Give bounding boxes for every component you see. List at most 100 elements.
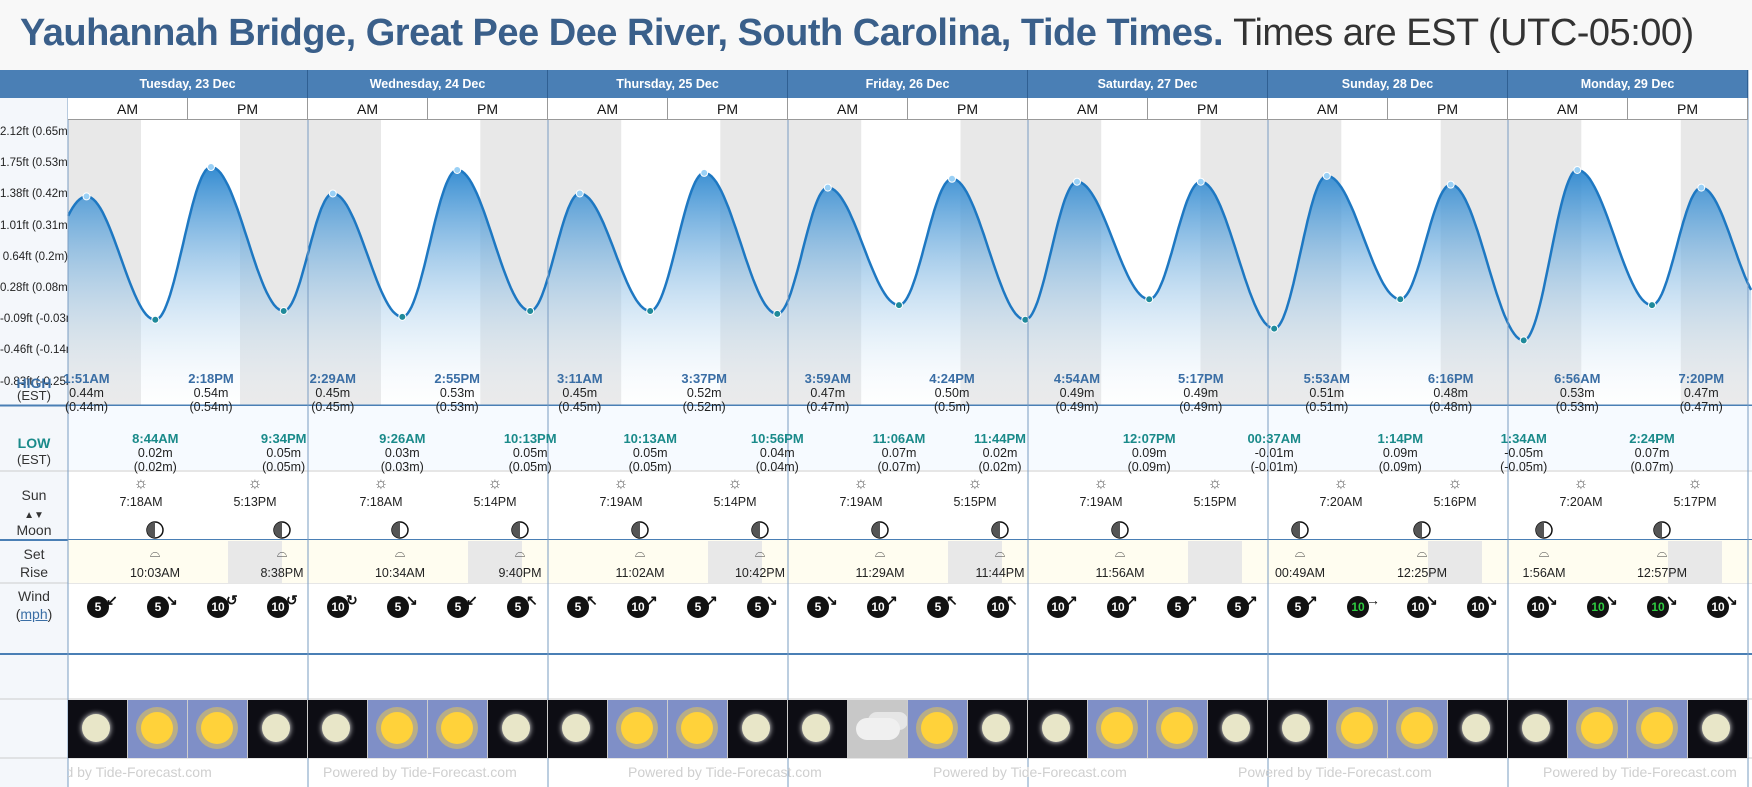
high-tide-point (1573, 165, 1582, 174)
pm-label: PM (428, 98, 548, 120)
low-tide-point (1145, 295, 1154, 304)
wind-direction-icon: ↗ (1126, 592, 1138, 608)
low-time: 2:24PM (1629, 431, 1675, 446)
pm-label: PM (1148, 98, 1268, 120)
high-height: (0.54m) (189, 400, 233, 414)
low-height: (0.04m) (755, 460, 799, 474)
wind-unit-link[interactable]: mph (20, 606, 48, 622)
axis-tick-label: 1.01ft (0.31m) (0, 219, 68, 232)
moon-shade (1654, 522, 1662, 538)
low-tide-entry: 10:13PM 0.05m (0.05m) (490, 432, 570, 475)
high-time: 3:37PM (681, 371, 727, 386)
wind-row-label: Wind (18, 588, 50, 604)
wind-speed-badge: 5 (747, 596, 769, 618)
moon-phase-glyph (1291, 521, 1309, 539)
moon-phase-icon (1650, 520, 1674, 540)
low-tide-point (1021, 315, 1030, 324)
wind-direction-icon: ↙ (466, 592, 478, 608)
high-tide-entry: 1:51AM 0.44m (0.44m) (49, 372, 125, 415)
footer-text: Powered by Tide-Forecast.com (68, 764, 212, 780)
high-height: (0.52m) (682, 400, 726, 414)
am-label: AM (1028, 98, 1148, 120)
day-header: Friday, 26 Dec (788, 70, 1028, 98)
sunset-time: 5:17PM (1673, 495, 1717, 509)
day-header: Monday, 29 Dec (1508, 70, 1748, 98)
wind-speed-badge: 5 (387, 596, 409, 618)
high-tide-point (948, 174, 956, 183)
weather-night-cell (488, 700, 548, 758)
moon-shade (992, 522, 1000, 538)
tide-grid: 2.12ft (0.65m) 1.75ft (0.53m) 1.38ft (0.42… (0, 70, 1752, 787)
moon-icon (802, 714, 830, 742)
moon-phase-glyph (391, 521, 409, 539)
high-height: 0.48m (1433, 386, 1469, 400)
high-height: 0.45m (315, 386, 351, 400)
sunset-cell-bg (708, 541, 762, 583)
axis-tick-label: -0.83ft (-0.25m) (0, 375, 68, 388)
high-height: (0.5m) (933, 400, 971, 414)
moon-shade (392, 522, 400, 538)
weather-sunny-cell (1388, 700, 1448, 758)
low-height: 0.09m (1382, 446, 1418, 460)
footer-text: Powered by Tide-Forecast.com (323, 764, 517, 780)
sunrise-time: 7:19AM (839, 495, 883, 509)
sun-icon (621, 712, 653, 744)
weather-night-cell (1688, 700, 1748, 758)
high-height: (0.44m) (64, 400, 109, 414)
moon-icon (1222, 714, 1250, 742)
high-tide-entry: 3:11AM 0.45m (0.45m) (542, 371, 618, 415)
wind-speed-badge: 5 (147, 596, 169, 618)
moon-time: 11:44PM (975, 566, 1025, 580)
high-height: 0.53m (439, 386, 475, 400)
low-tide-entry: 10:56PM 0.04m (0.04m) (737, 432, 817, 475)
high-time: 5:53AM (1303, 371, 1350, 386)
weather-sunny-cell (368, 700, 428, 758)
low-row-label: LOW (17, 435, 51, 451)
high-height: 0.45m (562, 386, 598, 400)
high-height: 0.47m (1683, 386, 1719, 400)
wind-direction-icon: ↗ (1186, 592, 1198, 608)
high-time: 3:11AM (557, 371, 603, 386)
high-tide-entry: 6:56AM 0.53m (0.53m) (1539, 372, 1615, 415)
sunrise-icon: ☼ (133, 475, 149, 492)
paren-close: ) (47, 606, 53, 622)
sunset-cell-bg (948, 541, 1002, 583)
moon-icon (982, 714, 1010, 742)
weather-night-cell (1268, 700, 1328, 758)
timezone-label: Times are EST (UTC-05:00) (1233, 12, 1694, 54)
high-tide-point (700, 168, 709, 177)
wind-direction-icon: ↖ (1006, 592, 1018, 608)
high-time: 2:55PM (434, 371, 480, 386)
sunset-icon: ☼ (487, 475, 503, 492)
wind-direction-icon: ↙ (106, 592, 118, 608)
pm-label: PM (668, 98, 788, 120)
sunrise-time: 7:20AM (1559, 495, 1603, 509)
sun-icon (441, 712, 473, 744)
moon-icon (322, 714, 350, 742)
sun-icon (141, 712, 173, 744)
sun-toggle-icon[interactable]: ▲▼ (24, 510, 44, 521)
wind-speed-badge: 5 (687, 596, 709, 618)
high-height: (0.47m) (1679, 400, 1723, 414)
high-height: 0.49m (1059, 386, 1095, 400)
moon-icon (1702, 714, 1730, 742)
weather-night-cell (1208, 700, 1268, 758)
wind-speed-badge: 10 (1107, 596, 1129, 618)
axis-tick-label: 0.28ft (0.08m) (0, 282, 68, 294)
sunset-icon: ☼ (1687, 475, 1703, 492)
wind-speed-badge: 5 (927, 596, 949, 618)
low-tide-point (895, 301, 903, 310)
wind-speed-badge: 5 (1287, 596, 1309, 618)
moon-phase-glyph (1413, 521, 1431, 539)
day-header: Saturday, 27 Dec (1028, 70, 1268, 98)
am-label: AM (308, 98, 428, 120)
low-time: 11:44PM (973, 431, 1027, 446)
sun-icon (1641, 712, 1673, 744)
low-tide-point (773, 309, 782, 318)
wind-direction-icon: ↘ (1426, 592, 1438, 608)
low-tide-point (398, 312, 407, 321)
high-height: 0.49m (1183, 386, 1219, 400)
high-time: 2:18PM (188, 371, 234, 386)
moon-icon (742, 714, 770, 742)
sunset-cell-bg (228, 541, 282, 583)
